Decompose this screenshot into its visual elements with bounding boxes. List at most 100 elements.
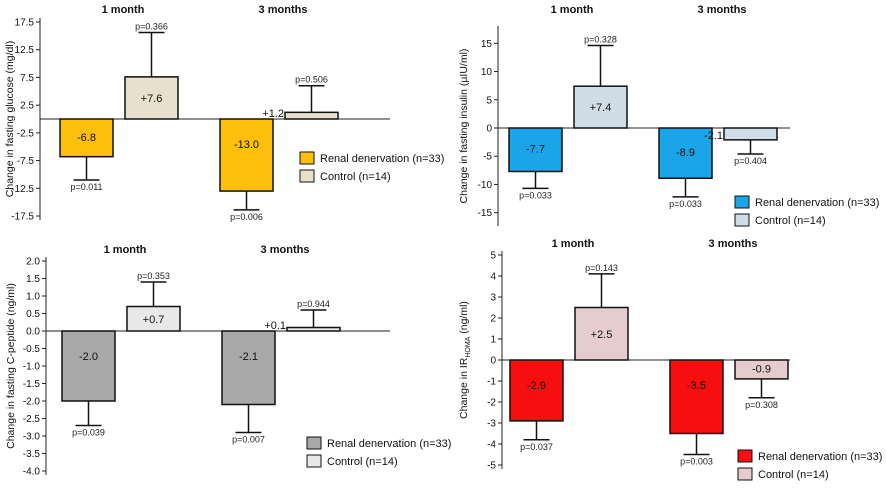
legend-swatch (299, 151, 315, 165)
y-tick-label: -4.0 (23, 467, 41, 478)
p-value-label: p=0.328 (584, 35, 617, 45)
p-value-label: p=0.366 (135, 22, 168, 32)
legend-label: Control (n=14) (755, 215, 826, 227)
category-label: 3 months (709, 238, 758, 250)
p-value-label: p=0.033 (669, 199, 702, 209)
bar (59, 118, 114, 158)
y-tick-label: -2.5 (23, 414, 41, 425)
legend-label: Control (n=14) (327, 456, 398, 468)
p-value-label: p=0.006 (230, 212, 263, 222)
value-label: -0.9 (752, 363, 771, 375)
y-tick-label: 2 (490, 314, 496, 325)
y-tick-label: -3 (487, 419, 496, 430)
y-tick-label: 17.5 (15, 18, 35, 29)
y-tick-label: 0 (490, 356, 496, 367)
y-tick-label: 1.0 (26, 292, 40, 303)
y-tick-label: -1.0 (23, 362, 41, 373)
bar (286, 326, 341, 332)
value-label: -2.9 (527, 380, 546, 392)
y-tick-label: -0.5 (23, 344, 41, 355)
value-label: -2.0 (79, 351, 98, 363)
legend-label: Control (n=14) (320, 171, 391, 183)
category-label: 3 months (259, 4, 308, 16)
y-tick-label: 1.5 (26, 274, 40, 285)
legend-label: Renal denervation (n=33) (758, 451, 882, 463)
y-tick-label: 4 (490, 272, 496, 283)
y-tick-label: 7.5 (20, 73, 34, 84)
value-label: -2.1 (704, 130, 723, 142)
bar (219, 118, 274, 192)
value-label: +0.1 (264, 320, 286, 332)
p-value-label: p=0.944 (297, 299, 330, 309)
p-value-label: p=0.143 (585, 263, 618, 273)
bar (658, 127, 713, 180)
chart-panel-3: Change in fasting C-peptide (ng/ml) 2.0 1.… (5, 244, 451, 478)
value-label: +7.4 (590, 102, 612, 114)
p-value-label: p=0.011 (70, 182, 102, 192)
value-label: +7.6 (141, 93, 163, 105)
p-value-label: p=0.506 (295, 75, 328, 85)
y-axis-label: Change in fasting glucose (mg/dl) (4, 41, 16, 197)
bar (284, 111, 339, 120)
category-label: 3 months (698, 4, 747, 16)
y-tick-label: -17.5 (11, 212, 34, 223)
p-value-label: p=0.037 (520, 442, 553, 452)
value-label: +0.7 (143, 314, 165, 326)
y-tick-label: 0 (486, 124, 492, 135)
y-tick-label: -1 (487, 377, 496, 388)
legend-label: Renal denervation (n=33) (327, 438, 451, 450)
y-tick-label: -1.5 (23, 379, 41, 390)
chart-panel-4: Change in IRHOMA (ng/ml) 5 4 3 2 1 0 -1 -2 -3 -4 -5… (458, 238, 882, 481)
bar (509, 359, 564, 422)
bar (574, 306, 629, 361)
category-label: 3 months (261, 244, 310, 256)
bar (61, 330, 116, 402)
value-label: -2.1 (239, 351, 258, 363)
y-tick-label: 1 (490, 335, 496, 346)
category-label: 1 month (104, 244, 147, 256)
value-label: +1.2 (262, 108, 284, 120)
y-tick-label: 5 (486, 95, 492, 106)
y-axis-label: Change in fasting insulin (µIU/ml) (458, 49, 470, 204)
value-label: -8.9 (676, 147, 695, 159)
bar (126, 305, 181, 332)
y-tick-label: 12.5 (15, 45, 35, 56)
y-tick-label: -2.0 (23, 397, 41, 408)
y-tick-label: -3.0 (23, 432, 41, 443)
y-tick-label: 3 (490, 293, 496, 304)
y-axis-label: Change in IRHOMA (ng/ml) (458, 301, 472, 419)
legend-swatch (306, 454, 322, 468)
bar (508, 127, 563, 173)
legend-label: Renal denervation (n=33) (755, 197, 879, 209)
legend-label: Renal denervation (n=33) (320, 153, 444, 165)
chart-panel-1: Change in fasting glucose (mg/dl) 17.5 12.… (4, 4, 444, 223)
bar (221, 330, 276, 406)
y-tick-label: -7.5 (17, 156, 35, 167)
legend-swatch (306, 436, 322, 450)
p-value-label: p=0.353 (137, 271, 170, 281)
p-value-label: p=0.003 (680, 457, 713, 467)
p-value-label: p=0.033 (519, 190, 552, 200)
y-tick-label: -4 (487, 440, 496, 451)
y-tick-label: -2.5 (17, 128, 35, 139)
y-tick-label: -10 (478, 180, 493, 191)
bar (124, 76, 179, 120)
legend-swatch (299, 169, 315, 183)
category-label: 1 month (552, 238, 595, 250)
value-label: -7.7 (526, 144, 545, 156)
y-tick-label: 0.0 (26, 327, 40, 338)
legend-swatch (737, 467, 753, 481)
p-value-label: p=0.404 (734, 156, 767, 166)
value-label: -6.8 (77, 132, 96, 144)
y-tick-label: -15 (478, 208, 493, 219)
p-value-label: p=0.039 (72, 428, 105, 438)
value-label: -13.0 (234, 139, 259, 151)
legend-swatch (734, 213, 750, 227)
category-label: 1 month (551, 4, 594, 16)
legend-swatch (737, 449, 753, 463)
y-tick-label: 10 (481, 67, 493, 78)
category-label: 1 month (102, 4, 145, 16)
y-tick-label: 0.5 (26, 309, 40, 320)
y-tick-label: 2.0 (26, 257, 40, 268)
